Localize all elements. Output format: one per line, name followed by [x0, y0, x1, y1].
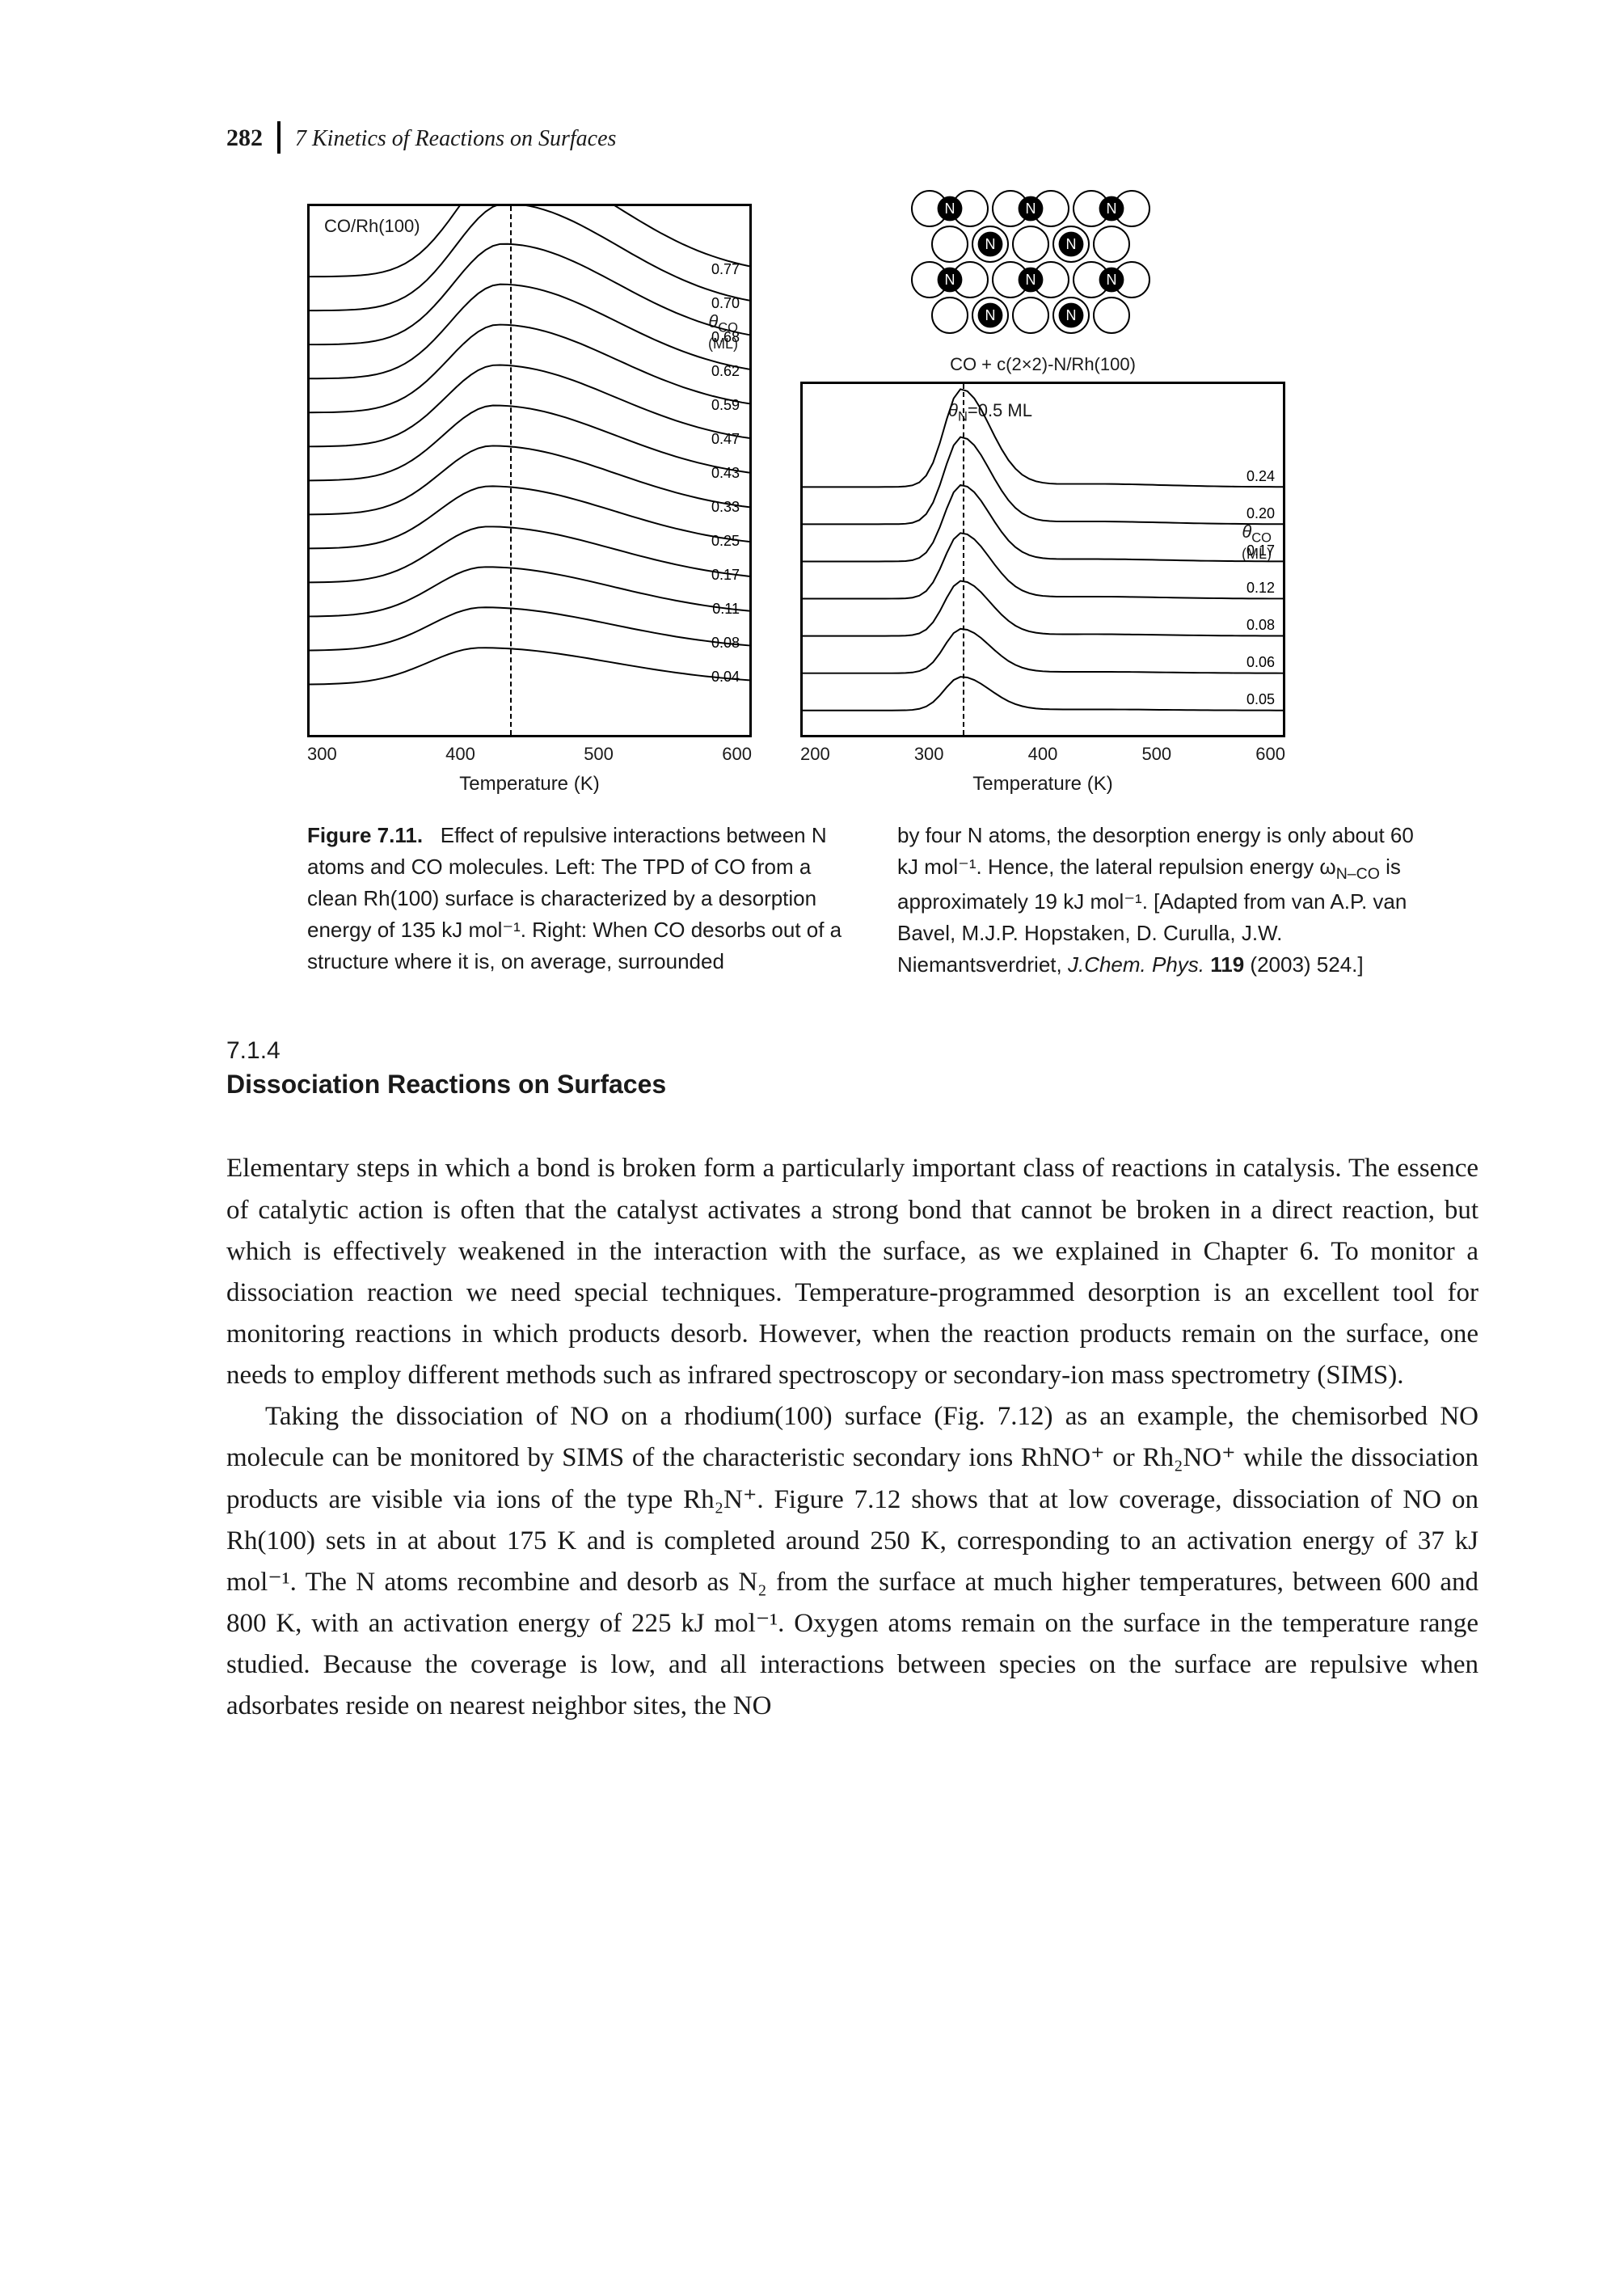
svg-text:N: N [945, 272, 955, 288]
coverage-label: 0.04 [711, 669, 740, 686]
left-x-tick-labels: 300 400 500 600 [307, 744, 752, 765]
caption-journal: J.Chem. Phys. [1068, 952, 1204, 977]
caption-volume: 119 [1204, 952, 1244, 977]
tpd-curve [803, 620, 1283, 675]
chapter-title: 7 Kinetics of Reactions on Surfaces [295, 126, 616, 152]
figure-7-11: CO/Rh(100) θCO (ML) 0.770.700.680.620.59… [307, 184, 1478, 796]
caption-left-col: Figure 7.11. Effect of repulsive interac… [307, 820, 849, 981]
left-curve-stack: 0.770.700.680.620.590.470.430.330.250.17… [310, 206, 749, 735]
right-x-axis-title: Temperature (K) [972, 773, 1112, 796]
paragraph-1: Elementary steps in which a bond is brok… [226, 1148, 1478, 1396]
svg-text:N: N [1066, 236, 1077, 252]
x-tick-label: 400 [445, 744, 475, 765]
left-chart-frame: CO/Rh(100) θCO (ML) 0.770.700.680.620.59… [307, 204, 752, 737]
svg-text:N: N [1026, 272, 1036, 288]
tpd-curve [803, 669, 1283, 712]
svg-text:N: N [985, 236, 996, 252]
section-number: 7.1.4 [226, 1037, 1478, 1065]
tpd-curve [310, 641, 749, 686]
figure-label: Figure 7.11. [307, 823, 423, 847]
svg-text:N: N [1107, 200, 1117, 217]
left-tpd-chart: CO/Rh(100) θCO (ML) 0.770.700.680.620.59… [307, 204, 752, 796]
figure-caption: Figure 7.11. Effect of repulsive interac… [307, 820, 1439, 981]
x-tick-label: 300 [307, 744, 337, 765]
right-x-tick-labels: 200 300 400 500 600 [800, 744, 1285, 765]
right-chart-title: CO + c(2×2)-N/Rh(100) [800, 354, 1285, 375]
right-tpd-chart: θN=0.5 ML θCO (ML) 0.240.200.170.120.080… [800, 382, 1285, 796]
lattice-diagram: N N N N N N N N N N [897, 184, 1172, 338]
omega-subscript: N–CO [1336, 865, 1380, 883]
caption-right-e: (2003) 524.] [1244, 952, 1363, 977]
coverage-label: 0.05 [1246, 691, 1275, 708]
page-number: 282 [226, 125, 263, 152]
header-divider [277, 121, 281, 154]
right-chart-frame: θN=0.5 ML θCO (ML) 0.240.200.170.120.080… [800, 382, 1285, 737]
right-figure-column: N N N N N N N N N N CO + c(2×2)-N/Rh(100) θN=0.5 … [800, 184, 1285, 796]
x-tick-label: 500 [584, 744, 614, 765]
svg-text:N: N [1066, 307, 1077, 323]
right-curve-stack: 0.240.200.170.120.080.060.05 [803, 384, 1283, 735]
x-tick-label: 300 [914, 744, 944, 765]
svg-text:N: N [1026, 200, 1036, 217]
svg-text:N: N [945, 200, 955, 217]
paragraph-2: Taking the dissociation of NO on a rhodi… [226, 1396, 1478, 1727]
svg-text:N: N [985, 307, 996, 323]
x-tick-label: 500 [1141, 744, 1171, 765]
x-tick-label: 600 [1255, 744, 1285, 765]
x-tick-label: 600 [722, 744, 752, 765]
section-title: Dissociation Reactions on Surfaces [226, 1070, 1478, 1100]
left-x-axis-title: Temperature (K) [459, 773, 599, 796]
caption-right-col: by four N atoms, the desorption energy i… [897, 820, 1439, 981]
page-header: 282 7 Kinetics of Reactions on Surfaces [226, 113, 1478, 152]
x-tick-label: 400 [1028, 744, 1058, 765]
x-tick-label: 200 [800, 744, 830, 765]
svg-text:N: N [1107, 272, 1117, 288]
